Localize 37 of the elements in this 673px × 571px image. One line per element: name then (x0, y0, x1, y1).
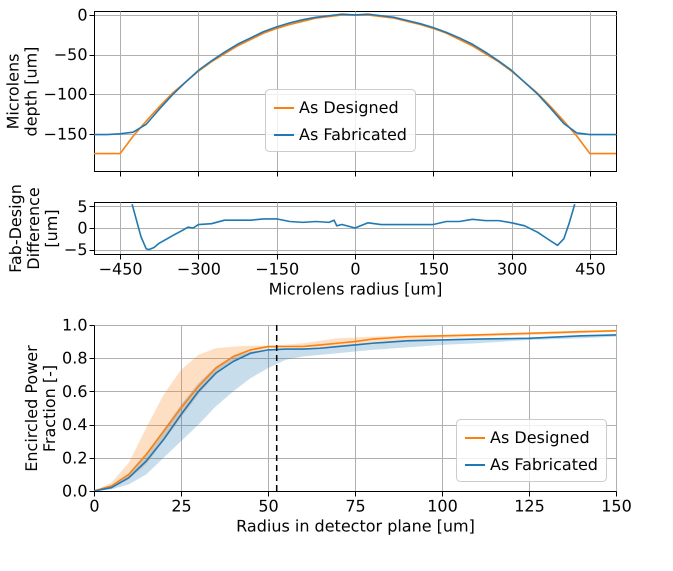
legend-label: As Designed (490, 428, 590, 447)
x-tick-label: 300 (496, 260, 528, 278)
x-tick-label: 150 (601, 496, 632, 516)
y-tick-label: 1.0 (62, 316, 88, 334)
x-axis-title: Microlens radius [um] (268, 280, 442, 298)
y-tick-label: 0.0 (62, 482, 88, 500)
x-tick-label: 50 (258, 496, 279, 516)
x-tick-label: 125 (514, 496, 545, 516)
x-tick-label: 0 (89, 496, 100, 516)
y-axis-title: Encircled Power Fraction [-] (22, 344, 60, 472)
y-tick-label: −150 (44, 124, 88, 144)
x-tick-label: −150 (255, 260, 300, 278)
x-tick-label: −300 (176, 260, 221, 278)
y-tick-label: −5 (64, 240, 88, 260)
legend-label: As Fabricated (490, 455, 598, 474)
y-tick-label: 5 (77, 196, 88, 216)
x-tick-label: 0 (350, 260, 361, 278)
y-tick-label: 0.4 (62, 415, 88, 434)
y-tick-label: 0.8 (62, 348, 88, 368)
y-tick-label: −100 (44, 84, 88, 104)
y-axis-title: Microlens depth [um] (4, 46, 41, 136)
y-tick-label: −50 (54, 45, 88, 64)
y-tick-label: 0.2 (62, 448, 88, 468)
y-tick-label: 0.6 (62, 382, 88, 401)
x-tick-label: 25 (171, 496, 192, 516)
x-tick-label: 75 (345, 496, 366, 516)
legend-label: As Fabricated (299, 125, 407, 144)
x-tick-label: 100 (427, 496, 458, 516)
x-axis-title: Radius in detector plane [um] (236, 516, 475, 536)
x-tick-label: 150 (418, 260, 450, 278)
line-series (131, 203, 576, 250)
x-tick-label: −450 (98, 260, 143, 278)
y-tick-label: 0 (77, 5, 88, 24)
y-axis-title: Fab-Design Difference [um] (6, 184, 61, 273)
legend-label: As Designed (299, 98, 399, 117)
x-tick-label: 450 (575, 260, 606, 278)
y-tick-label: 0 (77, 218, 88, 238)
